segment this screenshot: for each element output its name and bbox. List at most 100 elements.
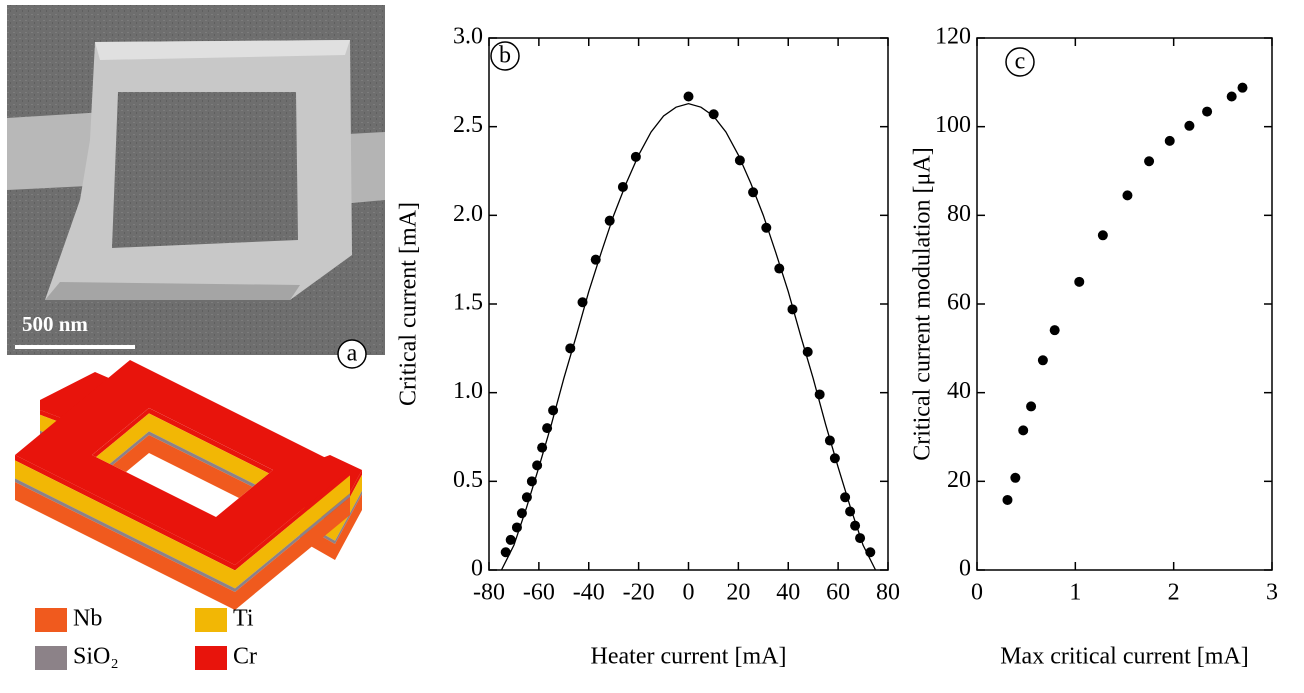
x-tick-label: 20 — [726, 580, 750, 606]
y-tick-label: 0 — [471, 556, 483, 582]
data-point — [630, 151, 641, 162]
layer-face — [149, 431, 273, 497]
x-tick-label: 1 — [1069, 580, 1081, 606]
y-tick-label: 120 — [935, 24, 971, 50]
layer-face — [15, 482, 235, 610]
data-point — [532, 460, 543, 471]
panel-label-circle — [1005, 47, 1035, 77]
legend-swatch — [35, 608, 67, 632]
data-point — [1164, 135, 1175, 146]
y-tick-label: 40 — [947, 378, 971, 404]
y-tick-label: 1.0 — [453, 378, 483, 404]
x-tick-label: 40 — [776, 580, 800, 606]
data-point — [577, 297, 588, 308]
layer-face — [149, 408, 273, 476]
data-point — [761, 222, 772, 233]
y-tick-label: 60 — [947, 290, 971, 316]
legend-text: Nb — [73, 606, 102, 632]
data-point — [1122, 190, 1133, 201]
data-point — [1010, 472, 1021, 483]
legend-text: SiO₂ — [73, 644, 119, 670]
data-point — [521, 492, 532, 503]
plot-frame — [976, 37, 1273, 571]
x-tick-label: -80 — [473, 580, 505, 606]
legend-text: Ti — [233, 606, 254, 632]
y-axis-title: Critical current [mA] — [396, 202, 422, 406]
y-tick-label: 3.0 — [453, 24, 483, 50]
data-point — [500, 547, 511, 558]
y-tick-label: 100 — [935, 112, 971, 138]
data-point — [1074, 276, 1085, 287]
charts: -80 -60 -40 -20 0 20 40 60 8000.51.01.52.02.53.0… — [396, 24, 1279, 670]
y-tick-label: 0.5 — [453, 467, 483, 493]
data-point — [542, 423, 553, 434]
data-point — [516, 508, 527, 519]
data-point — [1226, 91, 1237, 102]
layer-face — [235, 493, 350, 592]
layer-face — [15, 460, 235, 589]
data-point — [829, 453, 840, 464]
chart: 0 1 2 3 0 20 40 60 80 100 120 Max critical current … — [910, 24, 1279, 670]
data-point — [774, 263, 785, 274]
data-point — [511, 522, 522, 533]
data-point — [1184, 120, 1195, 131]
data-point — [1026, 401, 1037, 412]
x-tick-label: -20 — [623, 580, 655, 606]
data-point — [1002, 494, 1013, 505]
panel-label-circle — [490, 41, 520, 71]
data-point — [590, 254, 601, 265]
data-point — [1037, 355, 1048, 366]
data-point — [734, 155, 745, 166]
data-point — [845, 506, 856, 517]
y-tick-label: 20 — [947, 467, 971, 493]
y-tick-label: 2.5 — [453, 112, 483, 138]
layer-face — [235, 470, 350, 571]
legend-swatch — [195, 608, 227, 632]
data-point — [824, 435, 835, 446]
data-point — [748, 187, 759, 198]
layer-face — [15, 478, 235, 592]
layer-face — [335, 494, 362, 560]
data-point — [617, 181, 628, 192]
data-point — [1237, 82, 1248, 93]
data-point — [840, 492, 851, 503]
data-point — [850, 520, 861, 531]
data-point — [1049, 325, 1060, 336]
plot-frame — [488, 37, 889, 571]
x-tick-label: -60 — [523, 580, 555, 606]
data-point — [865, 547, 876, 558]
x-tick-label: 2 — [1168, 580, 1180, 606]
layer-face — [235, 475, 350, 589]
layer-face — [92, 408, 149, 461]
data-point — [604, 215, 615, 226]
layer-face — [149, 435, 273, 515]
data-point — [537, 442, 548, 453]
chart: -80 -60 -40 -20 0 20 40 60 80 0 0.5 1.0 1.5 2.0 2.5 3.0… — [396, 24, 901, 670]
legend-swatch — [195, 646, 227, 670]
x-tick-label: 0 — [971, 580, 983, 606]
data-point — [787, 304, 798, 315]
y-tick-label: 2.0 — [453, 201, 483, 227]
data-point — [1018, 425, 1029, 436]
legend-text: Cr — [233, 644, 257, 670]
layer-face — [335, 490, 362, 544]
x-tick-label: 0 — [683, 580, 695, 606]
data-point — [505, 534, 516, 545]
legend: Nb SiO₂ Ti Cr — [35, 606, 257, 670]
sem-image: 500 nm a — [7, 5, 385, 369]
x-tick-label: 3 — [1266, 580, 1278, 606]
data-point — [855, 533, 866, 544]
data-point — [548, 405, 559, 416]
data-point — [683, 91, 694, 102]
layer-face — [149, 413, 273, 494]
panel-label: c — [1015, 49, 1026, 75]
data-point — [526, 476, 537, 487]
y-tick-label: 0 — [959, 556, 971, 582]
panel-label: b — [499, 43, 511, 69]
layer-face — [15, 455, 235, 571]
data-point — [814, 389, 825, 400]
data-point — [565, 343, 576, 354]
scale-bar-label: 500 nm — [22, 312, 88, 336]
layer-diagram — [15, 360, 362, 610]
